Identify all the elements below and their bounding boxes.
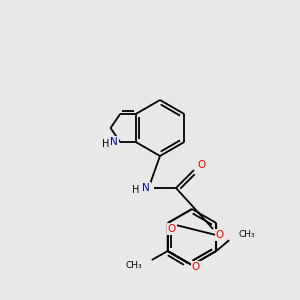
- Text: H: H: [132, 185, 140, 195]
- Text: CH₃: CH₃: [238, 230, 255, 238]
- Text: O: O: [216, 230, 224, 240]
- Text: O: O: [197, 160, 205, 170]
- Text: N: N: [142, 183, 150, 193]
- Text: O: O: [191, 262, 200, 272]
- Text: H: H: [102, 139, 110, 149]
- Text: O: O: [168, 224, 176, 234]
- Text: CH₃: CH₃: [125, 262, 142, 271]
- Text: N: N: [110, 137, 118, 147]
